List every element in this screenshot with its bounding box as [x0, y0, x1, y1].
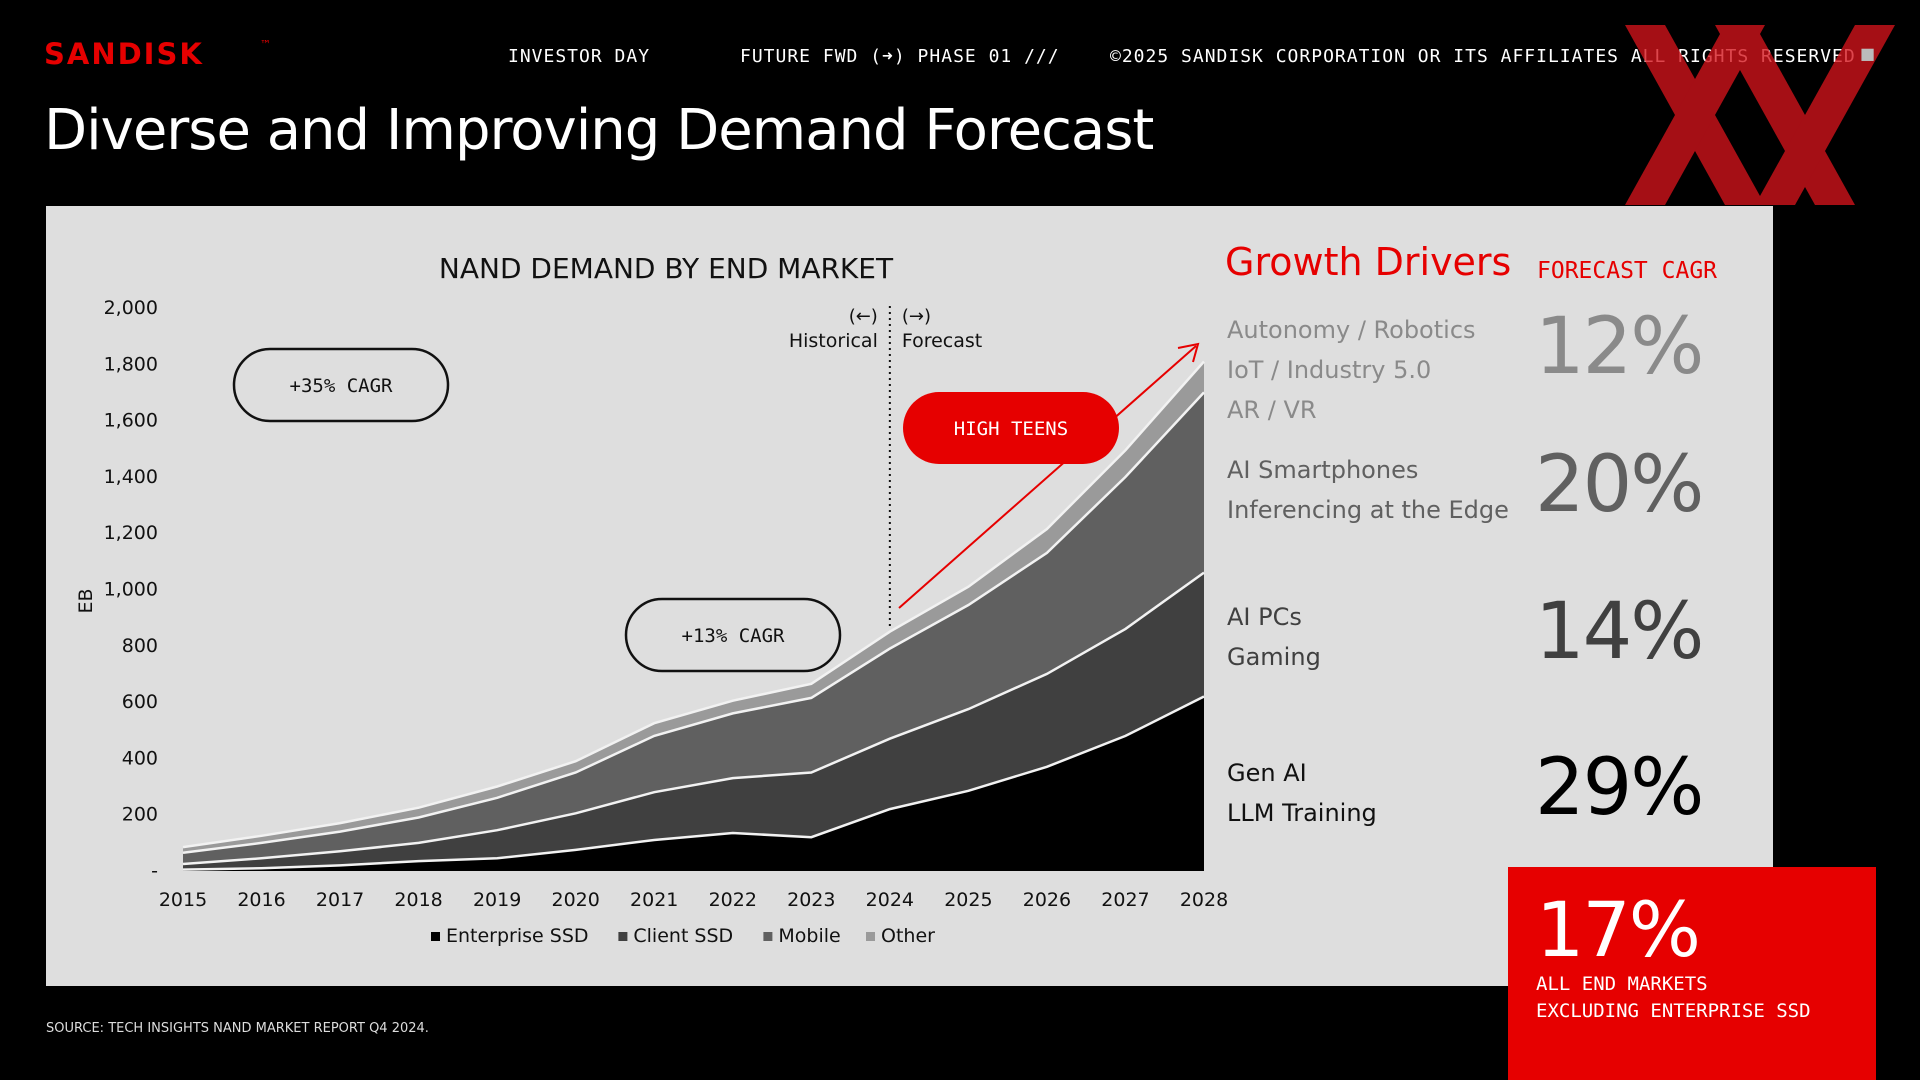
cagr-value-1: 12%	[1535, 302, 1704, 392]
summary-value: 17%	[1536, 885, 1701, 974]
summary-caption: ALL END MARKETS EXCLUDING ENTERPRISE SSD	[1536, 971, 1811, 1025]
growth-drivers-heading: Growth Drivers	[1225, 240, 1512, 284]
driver-label: LLM Training	[1227, 799, 1377, 827]
forecast-label: Forecast	[902, 330, 982, 352]
legend-swatch	[431, 932, 440, 941]
driver-label: Gaming	[1227, 643, 1321, 671]
cagr-value-3: 14%	[1535, 587, 1704, 677]
cagr-value-2: 20%	[1535, 440, 1704, 530]
legend-label: Other	[881, 925, 935, 947]
cagr-13-label: +13% CAGR	[682, 625, 786, 647]
x-tick-label: 2016	[237, 889, 285, 911]
y-tick-label: 800	[122, 635, 158, 657]
legend-label: Client SSD	[633, 925, 733, 947]
logo-trademark: ™	[260, 38, 271, 51]
driver-label: AR / VR	[1227, 396, 1317, 424]
nand-demand-chart: NAND DEMAND BY END MARKET - 200 400 600 800 1…	[75, 252, 1228, 947]
x-tick-label: 2021	[630, 889, 678, 911]
historical-arrow: (←)	[849, 306, 878, 327]
trend-arrow-head	[1177, 342, 1200, 363]
cagr-13-pill	[624, 597, 842, 673]
driver-label: AI PCs	[1227, 603, 1302, 631]
nav-future-fwd: FUTURE FWD (➜) PHASE 01 ///	[740, 46, 1060, 67]
legend-label: Mobile	[778, 925, 840, 947]
legend-swatch	[618, 932, 628, 941]
series-line-enterprise-ssd	[182, 695, 1205, 871]
y-tick-label: -	[151, 860, 158, 882]
historical-label: Historical	[789, 330, 878, 352]
y-tick-label: 200	[122, 804, 158, 826]
legend-swatch	[866, 932, 875, 941]
x-tick-label: 2025	[944, 889, 992, 911]
chart-title: NAND DEMAND BY END MARKET	[439, 252, 894, 285]
summary-line-2: EXCLUDING ENTERPRISE SSD	[1536, 1000, 1811, 1022]
legend-swatch	[763, 932, 773, 941]
nav-investor-day: INVESTOR DAY	[508, 46, 651, 67]
high-teens-label: HIGH TEENS	[954, 418, 1068, 440]
driver-label: IoT / Industry 5.0	[1227, 356, 1432, 384]
driver-label: Autonomy / Robotics	[1227, 316, 1476, 344]
cagr-35-pill	[232, 347, 450, 423]
y-axis-label: EB	[75, 588, 97, 613]
sandisk-logo: SANDISK ™	[44, 37, 271, 70]
x-tick-label: 2018	[394, 889, 442, 911]
x-tick-label: 2022	[709, 889, 757, 911]
x-tick-label: 2015	[159, 889, 207, 911]
summary-box: 17% ALL END MARKETS EXCLUDING ENTERPRISE…	[1508, 867, 1876, 1080]
x-tick-label: 2023	[787, 889, 835, 911]
area-enterprise-ssd	[183, 696, 1204, 871]
y-tick-label: 1,800	[104, 353, 158, 375]
page-title: Diverse and Improving Demand Forecast	[44, 98, 1154, 163]
logo-wordmark: SANDISK	[44, 37, 204, 70]
y-tick-label: 600	[122, 691, 158, 713]
driver-row-2: AI Smartphones Inferencing at the Edge	[1227, 450, 1509, 530]
y-tick-label: 1,200	[104, 522, 158, 544]
y-tick-label: 1,000	[104, 579, 158, 601]
area-mobile	[183, 392, 1204, 864]
legend-label: Enterprise SSD	[446, 925, 589, 947]
y-tick-label: 1,600	[104, 410, 158, 432]
x-tick-label: 2019	[473, 889, 521, 911]
driver-label: AI Smartphones	[1227, 456, 1419, 484]
series-line-client-ssd	[182, 571, 1205, 866]
x-tick-label: 2024	[866, 889, 914, 911]
x-tick-label: 2026	[1023, 889, 1071, 911]
driver-row-3: AI PCs Gaming	[1227, 597, 1321, 677]
trend-arrow-line	[898, 345, 1197, 609]
forecast-cagr-heading: FORECAST CAGR	[1537, 258, 1718, 284]
driver-row-1: Autonomy / Robotics IoT / Industry 5.0 A…	[1227, 310, 1476, 430]
high-teens-pill	[903, 392, 1119, 464]
x-tick-label: 2017	[316, 889, 364, 911]
x-tick-label: 2027	[1101, 889, 1149, 911]
cagr-value-4: 29%	[1535, 743, 1704, 833]
y-tick-label: 1,400	[104, 466, 158, 488]
forecast-arrow: (→)	[902, 306, 931, 327]
driver-label: Inferencing at the Edge	[1227, 496, 1509, 524]
driver-row-4: Gen AI LLM Training	[1227, 753, 1377, 833]
y-tick-label: 400	[122, 747, 158, 769]
series-line-mobile	[182, 391, 1205, 854]
source-note: SOURCE: TECH INSIGHTS NAND MARKET REPORT…	[46, 1021, 429, 1036]
summary-line-1: ALL END MARKETS	[1536, 973, 1708, 995]
y-tick-label: 2,000	[104, 297, 158, 319]
xx-decoration	[1625, 25, 1895, 205]
cagr-35-label: +35% CAGR	[290, 375, 394, 397]
driver-label: Gen AI	[1227, 759, 1307, 787]
series-line-other	[182, 360, 1205, 849]
x-tick-label: 2020	[552, 889, 600, 911]
nav-square-icon: ■	[1860, 44, 1877, 63]
x-tick-label: 2028	[1180, 889, 1228, 911]
